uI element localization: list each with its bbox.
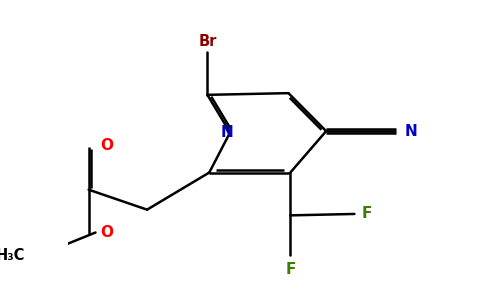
Text: Br: Br xyxy=(198,34,216,49)
Text: O: O xyxy=(101,225,114,240)
Text: O: O xyxy=(101,138,114,153)
Text: F: F xyxy=(361,206,372,221)
Text: N: N xyxy=(405,124,417,139)
Text: F: F xyxy=(285,262,296,277)
Text: N: N xyxy=(221,125,234,140)
Text: H₃C: H₃C xyxy=(0,248,25,263)
